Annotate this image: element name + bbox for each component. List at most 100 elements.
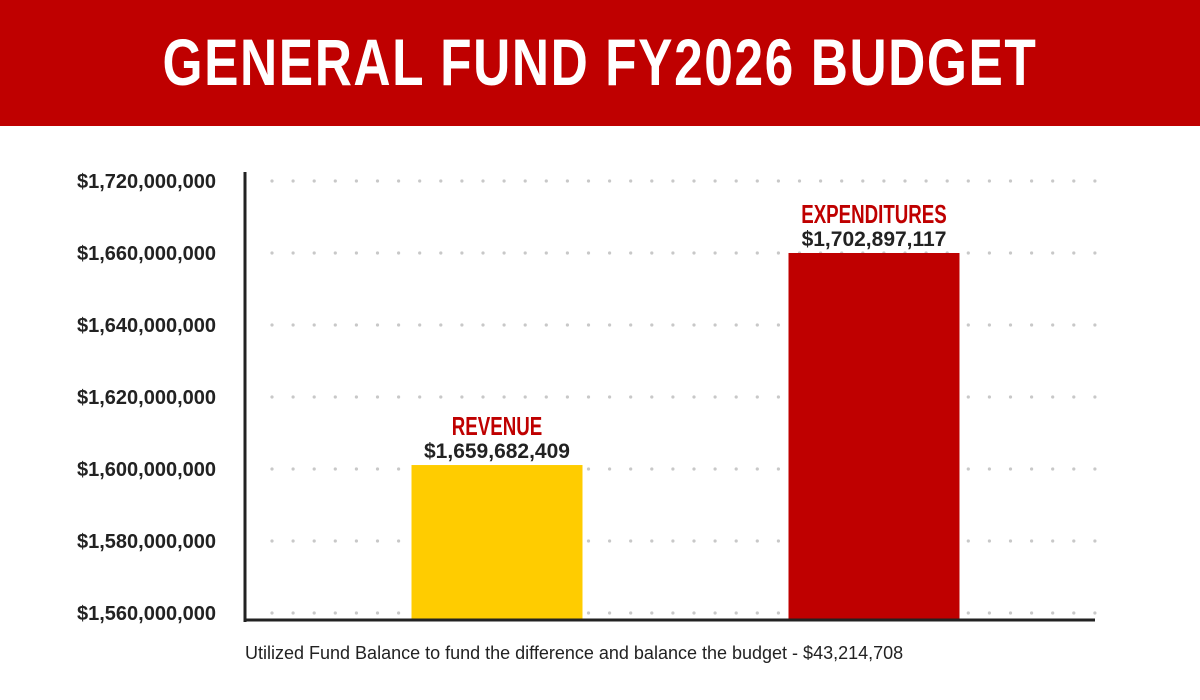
gridline-dot xyxy=(502,323,506,327)
gridline-dot xyxy=(713,467,717,471)
gridline-dot xyxy=(333,539,337,543)
gridline-dot xyxy=(1051,323,1055,327)
gridline-dot xyxy=(776,539,781,543)
gridline-dot xyxy=(291,179,295,183)
gridline-dot xyxy=(481,251,485,255)
gridline-dot xyxy=(1008,611,1013,615)
gridline-dot xyxy=(1072,467,1076,471)
gridline-dot xyxy=(755,539,759,543)
gridline-dot xyxy=(1030,323,1034,327)
gridline-dot xyxy=(418,323,422,327)
gridline-dot xyxy=(333,611,337,615)
gridline-dot xyxy=(1072,539,1076,543)
gridline-dot xyxy=(629,179,633,183)
gridline-dot xyxy=(671,323,675,327)
gridline-dot xyxy=(397,539,401,543)
gridline-dot xyxy=(671,251,675,255)
gridline-dot xyxy=(755,611,759,615)
gridline-dot xyxy=(671,467,675,471)
gridline-dot xyxy=(312,467,316,471)
gridline-dot xyxy=(565,179,570,183)
gridline-dot xyxy=(797,179,802,183)
gridline-dot xyxy=(1072,611,1076,615)
gridline-dot xyxy=(523,395,527,399)
gridline-dot xyxy=(734,179,738,183)
gridline-dot xyxy=(1072,179,1076,183)
gridline-dot xyxy=(1008,251,1013,255)
value-label: $1,702,897,117 xyxy=(802,228,947,251)
gridline-dot xyxy=(903,179,907,183)
gridline-dot xyxy=(312,539,316,543)
gridline-dot xyxy=(966,395,970,399)
gridline-dot xyxy=(1051,179,1055,183)
gridline-dot xyxy=(713,251,717,255)
y-tick-label: $1,640,000,000 xyxy=(77,315,216,337)
gridline-dot xyxy=(312,611,316,615)
gridline-dot xyxy=(586,251,591,255)
gridline-dot xyxy=(354,179,358,183)
gridline-dot xyxy=(713,611,717,615)
gridline-dot xyxy=(987,179,992,183)
gridline-dot xyxy=(544,251,548,255)
gridline-dot xyxy=(1093,251,1097,255)
gridline-dot xyxy=(629,467,633,471)
gridline-dot xyxy=(629,323,633,327)
y-tick-label: $1,720,000,000 xyxy=(77,171,216,193)
gridline-dot xyxy=(608,251,612,255)
gridline-dot xyxy=(375,323,380,327)
gridline-dot xyxy=(1008,395,1013,399)
gridline-dot xyxy=(523,323,527,327)
gridline-dot xyxy=(608,611,612,615)
gridline-dot xyxy=(375,539,380,543)
gridline-dot xyxy=(502,395,506,399)
gridline-dot xyxy=(291,323,295,327)
gridline-dot xyxy=(397,179,401,183)
gridline-dot xyxy=(502,251,506,255)
gridline-dot xyxy=(312,323,316,327)
gridline-dot xyxy=(1072,395,1076,399)
gridline-dot xyxy=(650,179,654,183)
gridline-dot xyxy=(1051,251,1055,255)
gridline-dot xyxy=(312,251,316,255)
y-tick-label: $1,580,000,000 xyxy=(77,531,216,553)
gridline-dot xyxy=(354,611,358,615)
gridline-dot xyxy=(755,251,759,255)
footnote: Utilized Fund Balance to fund the differ… xyxy=(245,643,904,663)
bar-revenue xyxy=(411,465,583,620)
gridline-dot xyxy=(861,179,865,183)
gridline-dot xyxy=(713,179,717,183)
gridline-dot xyxy=(987,611,992,615)
gridline-dot xyxy=(333,323,337,327)
gridline-dot xyxy=(523,179,527,183)
gridline-dot xyxy=(439,179,443,183)
gridline-dot xyxy=(608,323,612,327)
gridline-dot xyxy=(375,179,380,183)
y-tick-label: $1,560,000,000 xyxy=(77,603,216,625)
gridline-dot xyxy=(1008,323,1013,327)
gridline-dot xyxy=(291,467,295,471)
gridline-dot xyxy=(586,539,591,543)
gridline-dot xyxy=(418,395,422,399)
gridline-dot xyxy=(692,323,696,327)
gridline-dot xyxy=(776,251,781,255)
gridline-dot xyxy=(291,251,295,255)
gridline-dot xyxy=(1008,539,1013,543)
gridline-dot xyxy=(481,323,485,327)
gridline-dot xyxy=(460,323,464,327)
gridline-dot xyxy=(987,395,992,399)
gridline-dot xyxy=(671,179,675,183)
gridline-dot xyxy=(354,251,358,255)
gridline-dot xyxy=(586,179,591,183)
page-title: GENERAL FUND FY2026 BUDGET xyxy=(162,25,1038,99)
gridline-dot xyxy=(397,611,401,615)
gridline-dot xyxy=(671,395,675,399)
gridline-dot xyxy=(460,395,464,399)
gridline-dot xyxy=(966,179,970,183)
y-tick-label: $1,600,000,000 xyxy=(77,459,216,481)
gridline-dot xyxy=(1030,179,1034,183)
gridline-dot xyxy=(586,611,591,615)
gridline-dot xyxy=(354,539,358,543)
gridline-dot xyxy=(291,395,295,399)
gridline-dot xyxy=(354,467,358,471)
gridline-dot xyxy=(270,539,274,543)
